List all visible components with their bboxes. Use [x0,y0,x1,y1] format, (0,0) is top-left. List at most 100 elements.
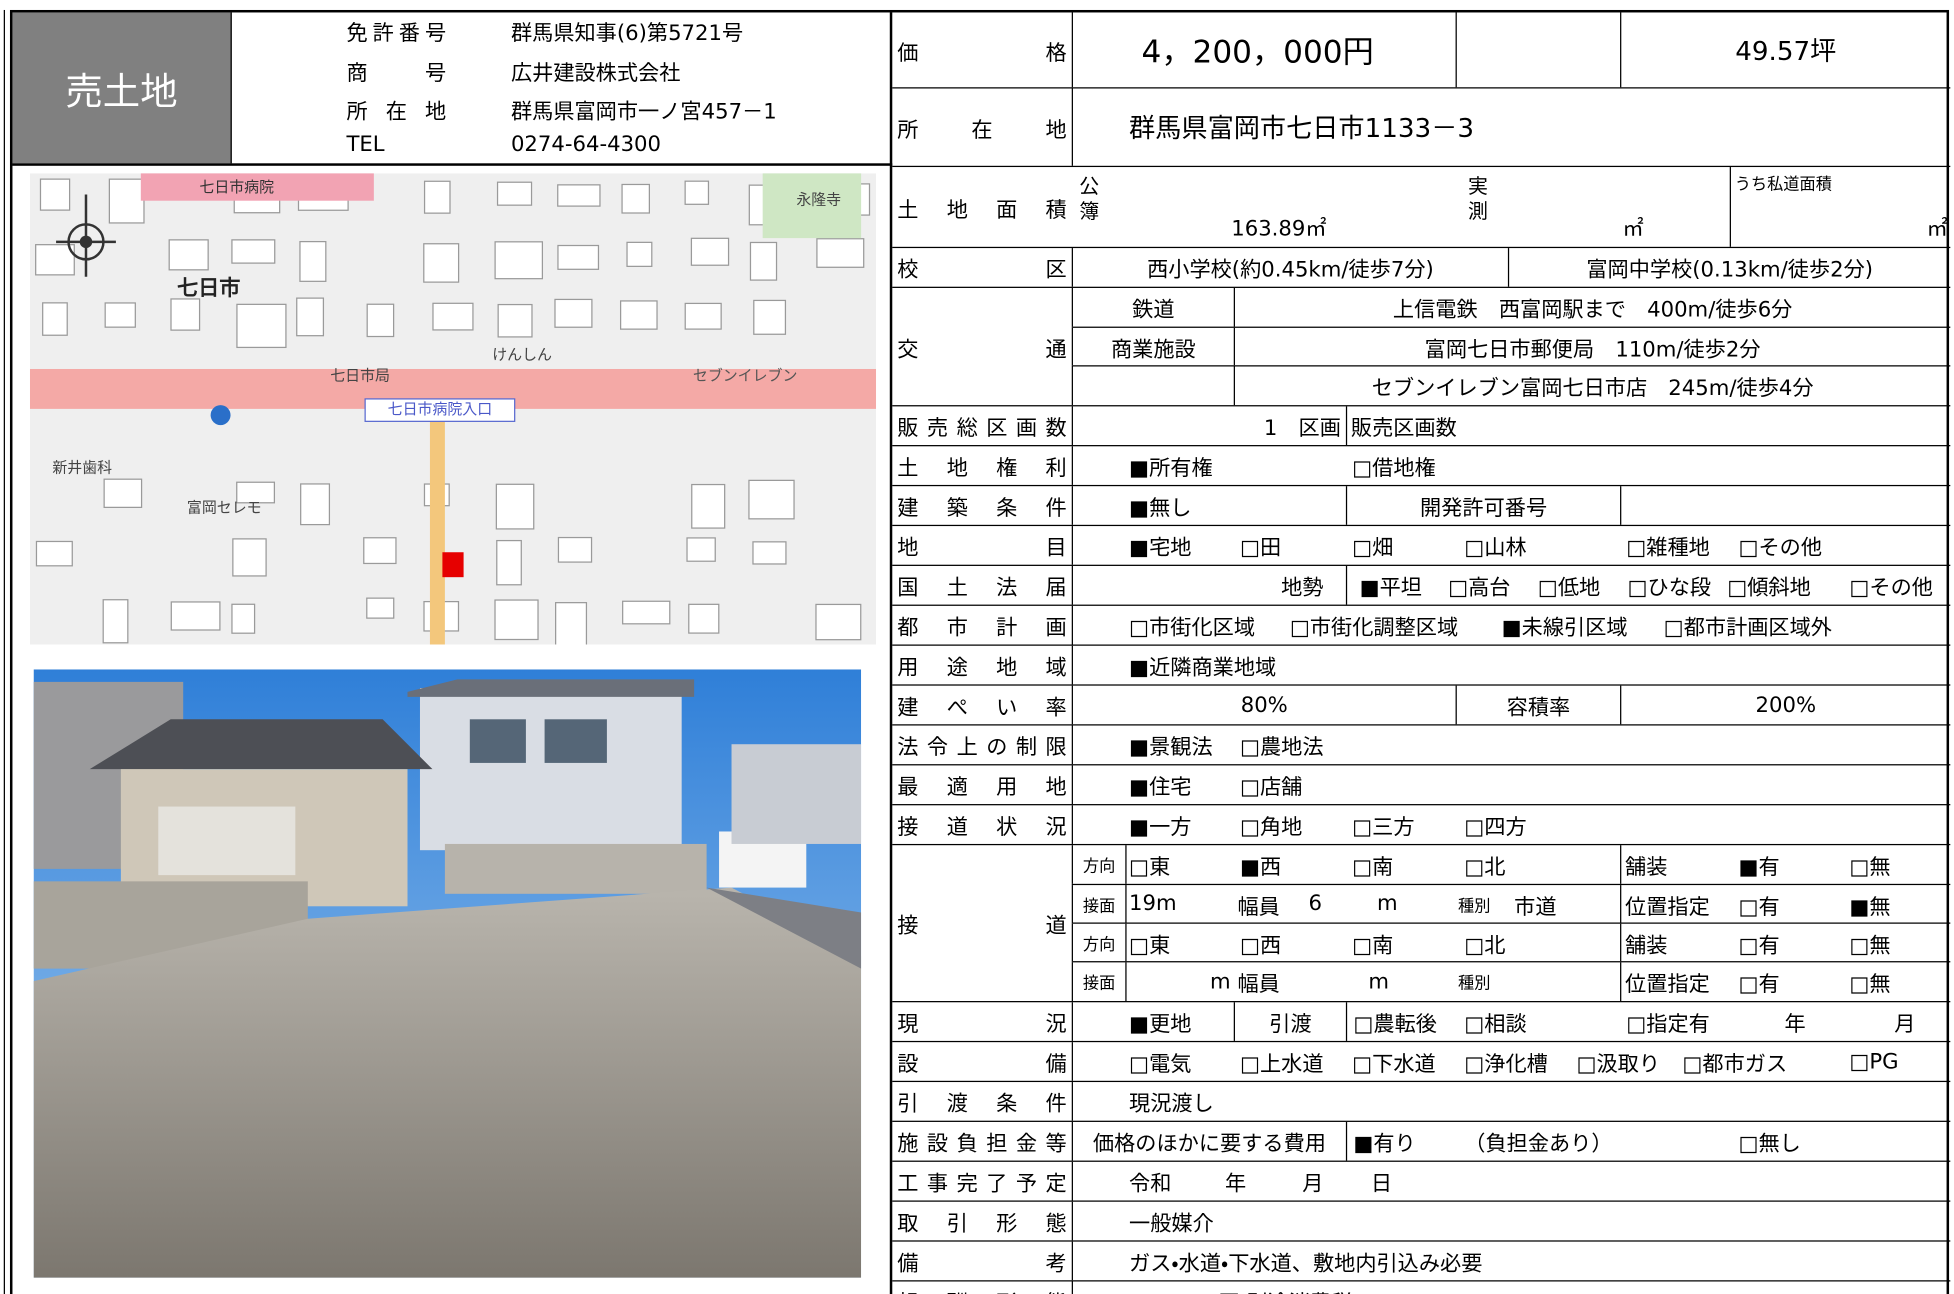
building [816,238,865,268]
cell: うち私道面積 [1729,167,1904,247]
building [170,298,201,331]
building [423,243,460,283]
cell: □電気 [1071,1042,1234,1081]
building [497,303,533,338]
row-label: 建ぺい率 [897,695,1067,721]
cell: □雑種地 [1626,536,1710,561]
cell: ■無 [1849,894,1891,920]
row-label-cell: 所在地 [892,89,1071,166]
row-label-cell: 建ぺい率 [892,686,1071,725]
building [494,599,539,641]
divider [12,163,893,166]
cell: 上信電鉄 西富岡駅まで 400m/徒歩6分 [1233,287,1951,327]
row-label: 所在地 [897,117,1067,143]
row-line: ■近隣商業地域 [1071,645,1951,685]
building [108,178,145,224]
building [231,603,256,634]
building [622,600,671,625]
row-lines: 地勢 ■平坦 □高台 □低地 □ひな段 □傾斜地 □その他 [1071,565,1951,605]
row-line: 群馬県富岡市七日市1133－3 [1071,88,1951,166]
table-row: 報酬形態 3%＋6万円 別途消費税 [892,1281,1951,1294]
building [555,602,588,645]
building [753,299,787,335]
cell: 6 [1308,891,1323,917]
map-label: 新井歯科 [52,459,112,477]
row-line: 西小学校(約0.45km/徒歩7分) 富岡中学校(0.13km/徒歩2分) [1071,248,1951,287]
cell: m [1125,962,1237,1002]
row-line: ■所有権 □借地権 [1071,446,1951,485]
cell: ■有り [1345,1121,1458,1161]
company-label: 免許番号 [346,21,447,47]
cell: （負担金あり） [1464,1131,1613,1157]
cell: 市道 [1514,894,1557,920]
cell: □南 [1352,933,1394,959]
cell: ■未線引区域 [1501,615,1628,641]
cell: 日 [1370,1171,1393,1197]
building [296,297,325,337]
table-row: 土地権利 ■所有権 □借地権 [892,446,1951,487]
cell: 位置指定 [1620,885,1735,923]
building [39,178,71,211]
building [554,298,593,328]
row-lines: 価格のほかに要する費用 ■有り （負担金あり） □無し [1071,1121,1951,1161]
shutter [158,806,296,876]
row-label-cell: 地目 [892,526,1071,565]
row-label-cell: 接道状況 [892,805,1071,844]
building [363,537,397,565]
site-marker [442,552,464,578]
row-line: ■更地 引渡 □農転後 □相談 □指定有 年 月 [1071,1002,1951,1041]
cell: 接面 [1071,962,1126,1002]
row-label: 施設負担金等 [897,1131,1067,1157]
cell: □農地法 [1239,735,1324,761]
cell: 方向 [1071,923,1126,962]
row-label-cell: 工事完了予定 [892,1162,1071,1201]
cell: □店舗 [1239,775,1303,801]
row-label: 土地権利 [897,456,1067,482]
building [686,537,716,562]
building [236,303,287,349]
row-label-cell: 土地権利 [892,446,1071,485]
row-label: 法令上の制限 [897,735,1067,761]
spec-table: 価格 4，200，000円 49.57坪 所在地 群馬県富岡市七日市1133－3 土地面積… [892,12,1951,1294]
building [102,599,129,644]
row-label: 工事完了予定 [897,1171,1067,1197]
cell: □角地 [1239,815,1303,841]
row-label-cell: 備考 [892,1242,1071,1281]
row-line: 接面 m 幅員 m 種別 位置指定 □有 □無 [1071,961,1951,1002]
empty-cell [1620,486,1950,525]
cell: 群馬県富岡市七日市1133－3 [1071,88,1951,166]
row-lines: 現況渡し [1071,1082,1951,1121]
row-lines: □電気 □上水道 □下水道 □浄化槽 □汲取り □都市ガス □PG [1071,1042,1951,1081]
cell: □農転後 [1345,1002,1458,1041]
cell: □都市ガス [1682,1052,1788,1078]
building [731,744,862,844]
table-row: 価格 4，200，000円 49.57坪 [892,12,1951,89]
building [684,180,710,205]
row-label-cell: 校区 [892,248,1071,287]
row-lines: 西小学校(約0.45km/徒歩7分) 富岡中学校(0.13km/徒歩2分) [1071,248,1951,287]
table-row: 国土法届 地勢 ■平坦 □高台 □低地 □ひな段 □傾斜地 □その他 [892,565,1951,606]
cell: 商業施設 [1071,327,1234,366]
empty-cell [1071,366,1234,406]
row-lines: ■宅地 □田 □畑 □山林 □雑種地 □その他 [1071,526,1951,565]
row-line: 3%＋6万円 別途消費税 [1071,1281,1951,1294]
table-row: 取引形態 一般媒介 [892,1201,1951,1242]
map-label: 富岡セレモ [187,499,262,517]
cell: □山林 [1464,536,1527,561]
row-line: 現況渡し [1071,1082,1951,1121]
row-label-cell: 交通 [892,288,1071,405]
row-label: 地目 [897,536,1067,561]
divider [889,12,893,1294]
cell: 年 [1225,1171,1247,1197]
cell: □田 [1239,536,1282,561]
map-label: 七日市 [177,275,241,300]
cell: 容積率 [1455,685,1620,725]
route-sign [210,405,231,426]
row-line: セブンイレブン富岡七日市店 245m/徒歩4分 [1071,365,1951,406]
cell: ■更地 [1071,1002,1234,1041]
cell: 接面 [1071,885,1126,923]
cell: ■有 [1738,855,1780,881]
row-label-cell: 施設負担金等 [892,1122,1071,1161]
empty-cell [1455,12,1620,88]
